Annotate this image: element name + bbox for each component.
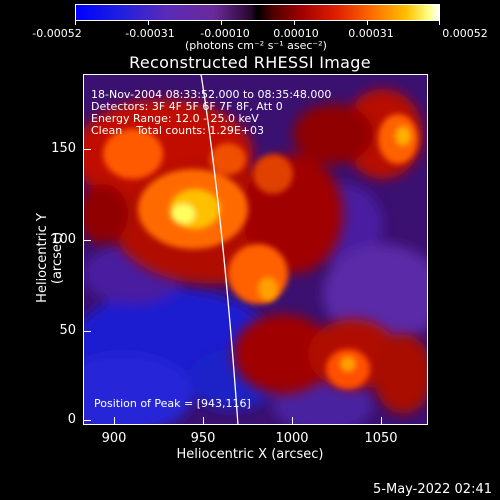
colorbar-label: -0.00031	[125, 27, 175, 40]
colorbar-tick	[367, 21, 368, 25]
colorbar-tick	[75, 21, 76, 25]
colorbar-label: 0.00010	[273, 27, 319, 40]
y-tick-label: 50	[59, 323, 76, 338]
y-tick-label: 150	[51, 141, 76, 156]
colorbar-label: 0.00031	[348, 27, 394, 40]
y-axis-label: Heliocentric Y (arcsec)	[35, 213, 65, 303]
image-title: Reconstructed RHESSI Image	[129, 53, 371, 72]
solar-limb-line	[200, 74, 239, 425]
peak-position-label: Position of Peak = [943,116]	[94, 397, 251, 410]
x-tick	[292, 417, 293, 425]
x-tick-label: 1050	[364, 431, 398, 446]
colorbar-units: (photons cm⁻² s⁻¹ asec⁻²)	[185, 39, 327, 52]
x-tick-label: 900	[101, 431, 127, 446]
method-label: Clean Total counts: 1.29E+03	[91, 124, 265, 137]
y-tick	[83, 331, 91, 332]
y-tick	[83, 149, 91, 150]
colorbar-tick	[148, 21, 149, 25]
x-axis-label: Heliocentric X (arcsec)	[176, 447, 324, 462]
rhessi-image	[83, 74, 428, 425]
colorbar-tick	[221, 21, 222, 25]
y-tick-label: 0	[67, 412, 76, 427]
x-tick-label: 1000	[275, 431, 309, 446]
colorbar	[75, 4, 440, 21]
detectors-label: Detectors: 3F 4F 5F 6F 7F 8F, Att 0	[91, 100, 283, 113]
colorbar-tick	[294, 21, 295, 25]
colorbar-label: -0.00052	[32, 27, 82, 40]
energy-range-label: Energy Range: 12.0 - 25.0 keV	[91, 112, 259, 125]
y-tick	[83, 240, 91, 241]
y-tick-label: 100	[51, 232, 76, 247]
x-tick-label: 950	[190, 431, 216, 446]
heatmap-svg	[83, 74, 428, 425]
colorbar-label: -0.00010	[200, 27, 250, 40]
x-tick	[114, 417, 115, 425]
x-tick	[203, 417, 204, 425]
timestamp: 5-May-2022 02:41	[373, 482, 492, 497]
time-range-label: 18-Nov-2004 08:33:52.000 to 08:35:48.000	[91, 88, 332, 101]
x-tick	[381, 417, 382, 425]
y-tick	[83, 420, 91, 421]
colorbar-label: 0.00052	[442, 27, 488, 40]
colorbar-tick	[439, 21, 440, 25]
